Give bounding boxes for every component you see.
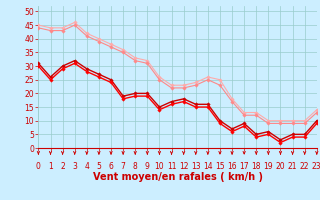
X-axis label: Vent moyen/en rafales ( km/h ): Vent moyen/en rafales ( km/h ) — [92, 172, 263, 182]
